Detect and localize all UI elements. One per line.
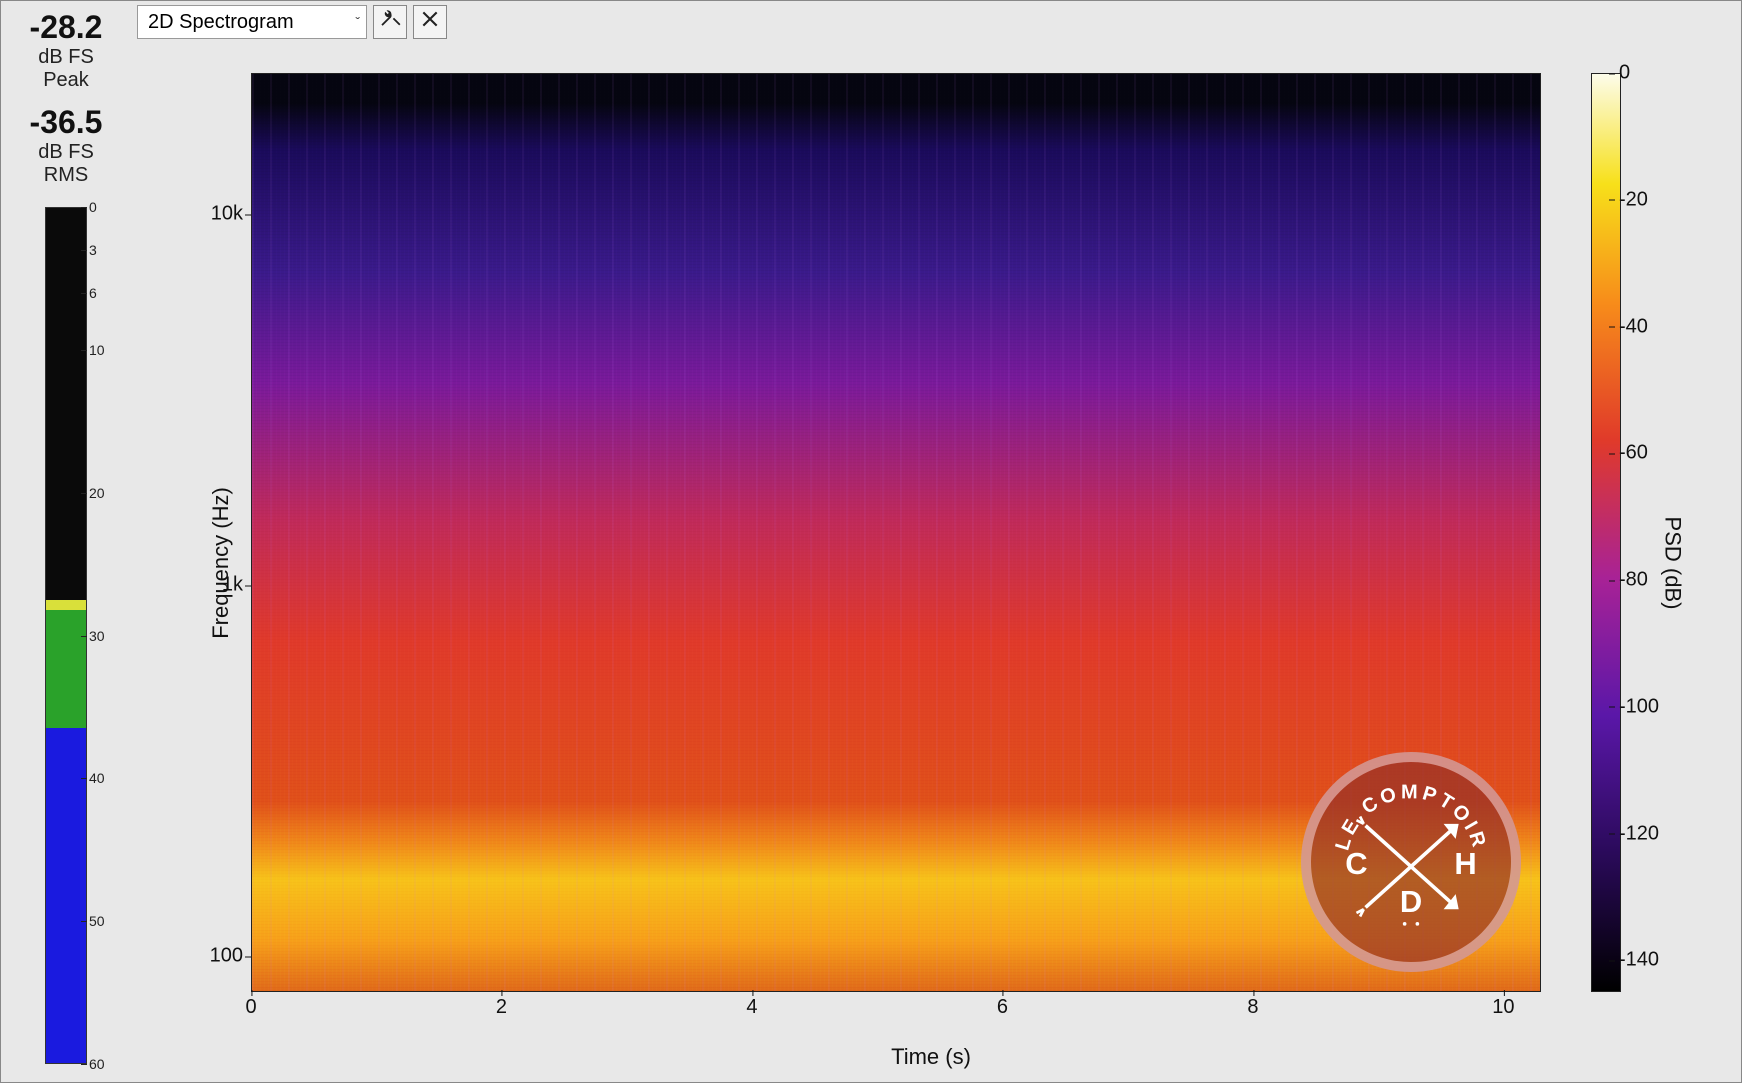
watermark-badge: LE COMPTOIR C H D [1301,752,1521,972]
colorbar-ticks: 0-20-40-60-80-100-120-140 [1619,73,1669,992]
chevron-down-icon: ˇ [355,14,360,30]
level-tick: 50 [89,913,105,929]
level-tick: 60 [89,1056,105,1072]
svg-text:LE COMPTOIR: LE COMPTOIR [1331,781,1490,853]
view-selector[interactable]: 2D Spectrogram ˇ [137,5,367,39]
watermark-bottom: D [1400,884,1422,919]
y-tick: 1k [222,574,243,597]
rms-unit1: dB FS [38,141,94,163]
toolbar: 2D Spectrogram ˇ [131,1,1741,43]
x-axis-label: Time (s) [891,1044,971,1070]
colorbar-tick: -80 [1619,569,1648,592]
watermark-top: LE COMPTOIR [1331,781,1490,853]
y-tick: 100 [210,945,243,968]
chart-area: Frequency (Hz) Time (s) PSD (dB) 1001k10… [141,53,1721,1072]
colorbar-tick: -120 [1619,822,1659,845]
meter-panel: -28.2 dB FS Peak -36.5 dB FS RMS 0361020… [1,1,131,1082]
rms-value: -36.5 [30,104,103,141]
x-axis-ticks: 0246810 [251,992,1541,1028]
watermark-right: H [1454,846,1476,881]
close-icon [420,9,440,35]
x-tick: 10 [1492,996,1514,1019]
tools-icon [379,8,401,36]
colorbar-tick: 0 [1619,62,1630,85]
peak-label: dB FS Peak [38,46,94,92]
x-tick: 0 [245,996,256,1019]
level-meter: 036102030405060 [45,207,87,1064]
y-tick: 10k [211,203,243,226]
peak-value: -28.2 [30,9,103,46]
x-tick: 8 [1247,996,1258,1019]
level-bar-ticks: 036102030405060 [89,207,129,1064]
level-tick: 40 [89,770,105,786]
rms-label: dB FS RMS [38,141,94,187]
app-window: -28.2 dB FS Peak -36.5 dB FS RMS 0361020… [0,0,1742,1083]
x-tick: 2 [496,996,507,1019]
watermark-left: C [1345,846,1367,881]
colorbar-tick: -140 [1619,949,1659,972]
level-tick: 3 [89,242,97,258]
level-tick: 0 [89,199,97,215]
y-axis-ticks: 100 1k 10k [181,73,251,992]
peak-unit2: Peak [43,69,89,91]
x-tick: 6 [997,996,1008,1019]
level-tick: 30 [89,628,105,644]
colorbar [1591,73,1621,992]
x-tick: 4 [746,996,757,1019]
colorbar-tick: -60 [1619,442,1648,465]
level-tick: 10 [89,342,105,358]
rms-unit2: RMS [44,164,88,186]
close-button[interactable] [413,5,447,39]
level-tick: 6 [89,285,97,301]
level-tick: 20 [89,485,105,501]
peak-unit1: dB FS [38,46,94,68]
colorbar-tick: -100 [1619,695,1659,718]
settings-button[interactable] [373,5,407,39]
colorbar-tick: -20 [1619,188,1648,211]
main-area: 2D Spectrogram ˇ Frequency (Hz) Time (s)… [131,1,1741,1082]
colorbar-tick: -40 [1619,315,1648,338]
view-selector-label: 2D Spectrogram [148,11,294,34]
